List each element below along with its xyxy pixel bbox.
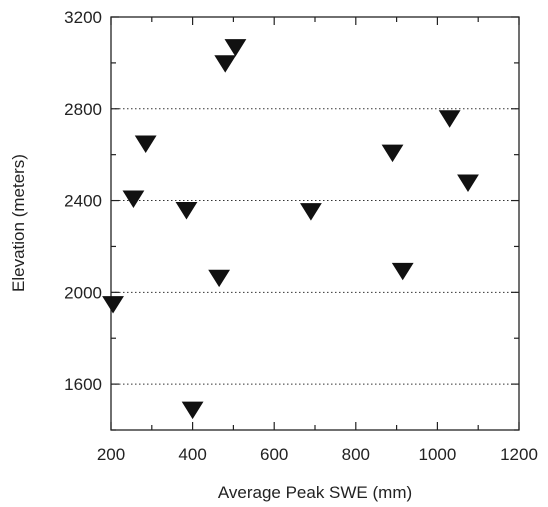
data-point-triangle [175,202,198,220]
data-points [102,39,479,420]
data-point-triangle [122,190,145,209]
x-axis-title: Average Peak SWE (mm) [218,483,412,502]
x-tick-label: 800 [342,445,370,464]
y-tick-label: 3200 [64,8,102,27]
x-tick-label: 200 [97,445,125,464]
y-tick-label: 1600 [64,375,102,394]
data-point-triangle [457,174,479,192]
x-tick-label: 1000 [418,445,456,464]
y-axis-title: Elevation (meters) [9,154,28,292]
data-point-triangle [214,55,237,73]
x-tick-label: 1200 [500,445,538,464]
data-point-triangle [134,135,157,153]
plot-area-frame [110,16,520,431]
data-point-triangle [224,39,247,57]
x-tick-label: 400 [178,445,206,464]
data-point-triangle [181,401,204,420]
tick-labels: 200 400 600 800 1000 1200 1600 2000 2400 2800 3200 [64,8,538,464]
gridlines [111,108,519,385]
data-point-triangle [102,296,124,314]
data-point-triangle [438,110,461,128]
data-point-triangle [208,269,231,288]
data-point-triangle [300,203,322,221]
y-tick-label: 2400 [64,192,102,211]
axis-ticks [110,16,520,431]
x-tick-label: 600 [260,445,288,464]
data-point-triangle [381,144,404,163]
y-tick-label: 2800 [64,100,102,119]
y-tick-label: 2000 [64,283,102,302]
data-point-triangle [391,262,414,281]
